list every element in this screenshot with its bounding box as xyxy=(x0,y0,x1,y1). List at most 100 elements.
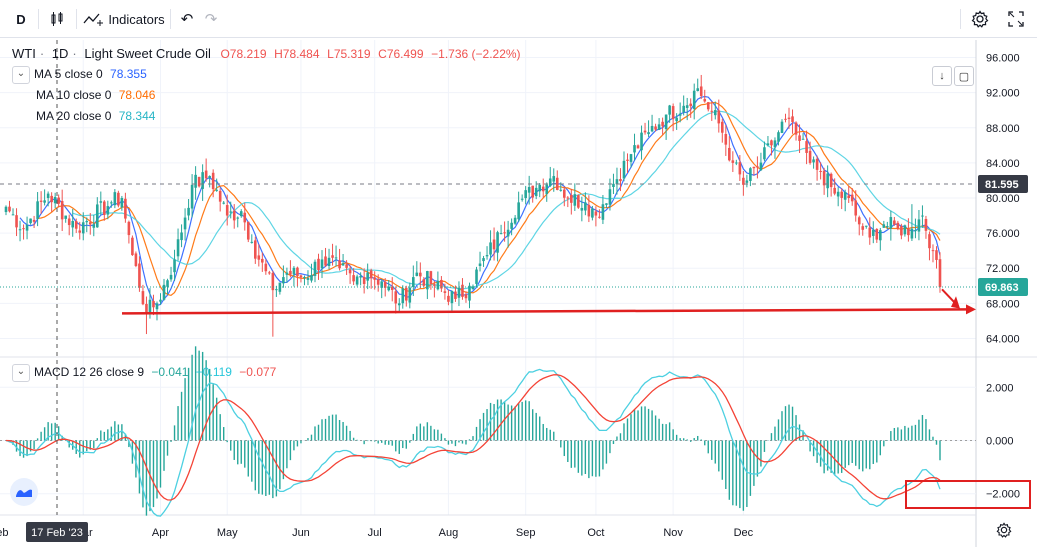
candle-body xyxy=(485,255,489,257)
settings-gear-icon[interactable] xyxy=(968,6,992,32)
candle-body xyxy=(103,201,106,215)
candle-body xyxy=(713,110,717,116)
candle-body xyxy=(675,117,678,122)
candle-body xyxy=(731,160,735,163)
candle-body xyxy=(819,170,822,172)
price-tick-label: 92.000 xyxy=(986,88,1020,100)
price-tick-label: 88.000 xyxy=(986,123,1020,135)
candle-body xyxy=(478,263,482,267)
candle-body xyxy=(95,204,99,228)
candle-body xyxy=(770,140,773,146)
candle-body xyxy=(900,226,903,236)
candle-body xyxy=(868,227,872,238)
candle-body xyxy=(735,162,738,164)
candle-body xyxy=(71,221,75,228)
time-tick-label: Aug xyxy=(439,527,459,539)
candle-body xyxy=(327,257,331,266)
candle-body xyxy=(169,274,173,280)
candle-body xyxy=(352,275,355,282)
macd-line xyxy=(5,368,941,517)
candle-body xyxy=(264,263,268,272)
candle-body xyxy=(640,132,643,151)
collapse-chevron-icon[interactable]: ⌄ xyxy=(12,364,30,382)
price-tick-label: 72.000 xyxy=(986,263,1020,275)
trend-arrowhead xyxy=(951,296,960,309)
time-tick-label: Jul xyxy=(368,527,382,539)
symbol-description: Light Sweet Crude Oil xyxy=(84,46,211,61)
candle-body xyxy=(15,215,18,228)
candle-body xyxy=(299,275,303,278)
candle-body xyxy=(864,225,868,227)
last-price-label: 69.863 xyxy=(985,282,1019,294)
candle-body xyxy=(426,271,429,290)
toolbar-divider xyxy=(76,9,77,29)
ma10-label: MA 10 close 0 xyxy=(36,88,112,102)
redo-icon[interactable]: ↷ xyxy=(204,11,218,28)
candle-body xyxy=(689,103,692,107)
candle-body xyxy=(805,141,808,153)
candle-body xyxy=(647,132,650,135)
candle-body xyxy=(81,222,85,234)
candle-body xyxy=(464,294,468,299)
tradingview-logo-icon[interactable] xyxy=(10,478,38,506)
candle-body xyxy=(246,221,250,240)
ma20-label: MA 20 close 0 xyxy=(36,109,112,123)
ohlc-close: C76.499 xyxy=(378,47,424,61)
candle-body xyxy=(896,222,900,229)
candle-body xyxy=(369,270,373,279)
last-price-badge xyxy=(978,277,1028,296)
candle-body xyxy=(650,125,654,132)
candle-body xyxy=(271,272,275,291)
crosshair-price-label: 81.595 xyxy=(985,179,1019,191)
candle-body xyxy=(636,145,640,149)
candle-style-icon[interactable] xyxy=(44,6,70,32)
candle-body xyxy=(657,124,661,130)
candle-body xyxy=(46,193,50,199)
candle-body xyxy=(92,224,96,228)
price-tick-label: 84.000 xyxy=(986,158,1020,170)
indicators-button[interactable]: Indicators xyxy=(82,6,166,32)
candle-body xyxy=(910,228,914,239)
candle-body xyxy=(541,186,545,192)
candles xyxy=(4,74,942,337)
candle-body xyxy=(742,177,745,185)
candle-body xyxy=(685,105,689,108)
candle-body xyxy=(78,230,82,233)
candle-body xyxy=(303,277,306,279)
candle-body xyxy=(724,133,728,145)
candle-body xyxy=(433,284,436,286)
move-down-icon[interactable]: ↓ xyxy=(932,66,952,86)
candle-body xyxy=(570,194,573,203)
price-tick-label: 76.000 xyxy=(986,228,1020,240)
candle-body xyxy=(285,272,289,275)
candle-body xyxy=(155,303,159,310)
candle-body xyxy=(454,291,457,299)
candle-body xyxy=(587,204,591,217)
candle-body xyxy=(728,147,731,161)
candle-body xyxy=(43,200,46,203)
candle-body xyxy=(696,88,700,92)
interval-button[interactable]: D xyxy=(16,11,26,27)
candle-body xyxy=(871,229,875,236)
candle-body xyxy=(152,300,155,308)
maximize-pane-icon[interactable]: ▢ xyxy=(954,66,974,86)
collapse-chevron-icon[interactable]: ⌄ xyxy=(12,66,30,84)
candle-body xyxy=(50,195,53,203)
candle-body xyxy=(468,285,471,301)
candle-body xyxy=(668,105,671,115)
candle-body xyxy=(331,255,334,258)
candle-body xyxy=(180,232,183,241)
axis-settings-gear-icon[interactable] xyxy=(996,522,1014,540)
candle-body xyxy=(503,232,506,234)
candle-body xyxy=(826,173,829,189)
candle-body xyxy=(822,170,826,186)
candle-body xyxy=(784,118,787,120)
candle-body xyxy=(531,185,534,198)
candle-body xyxy=(555,177,559,190)
crosshair-date-label: 17 Feb '23 xyxy=(31,527,83,539)
undo-icon[interactable]: ↶ xyxy=(180,11,194,28)
candle-body xyxy=(749,168,752,181)
fullscreen-icon[interactable] xyxy=(1004,6,1028,32)
candle-body xyxy=(678,113,682,116)
